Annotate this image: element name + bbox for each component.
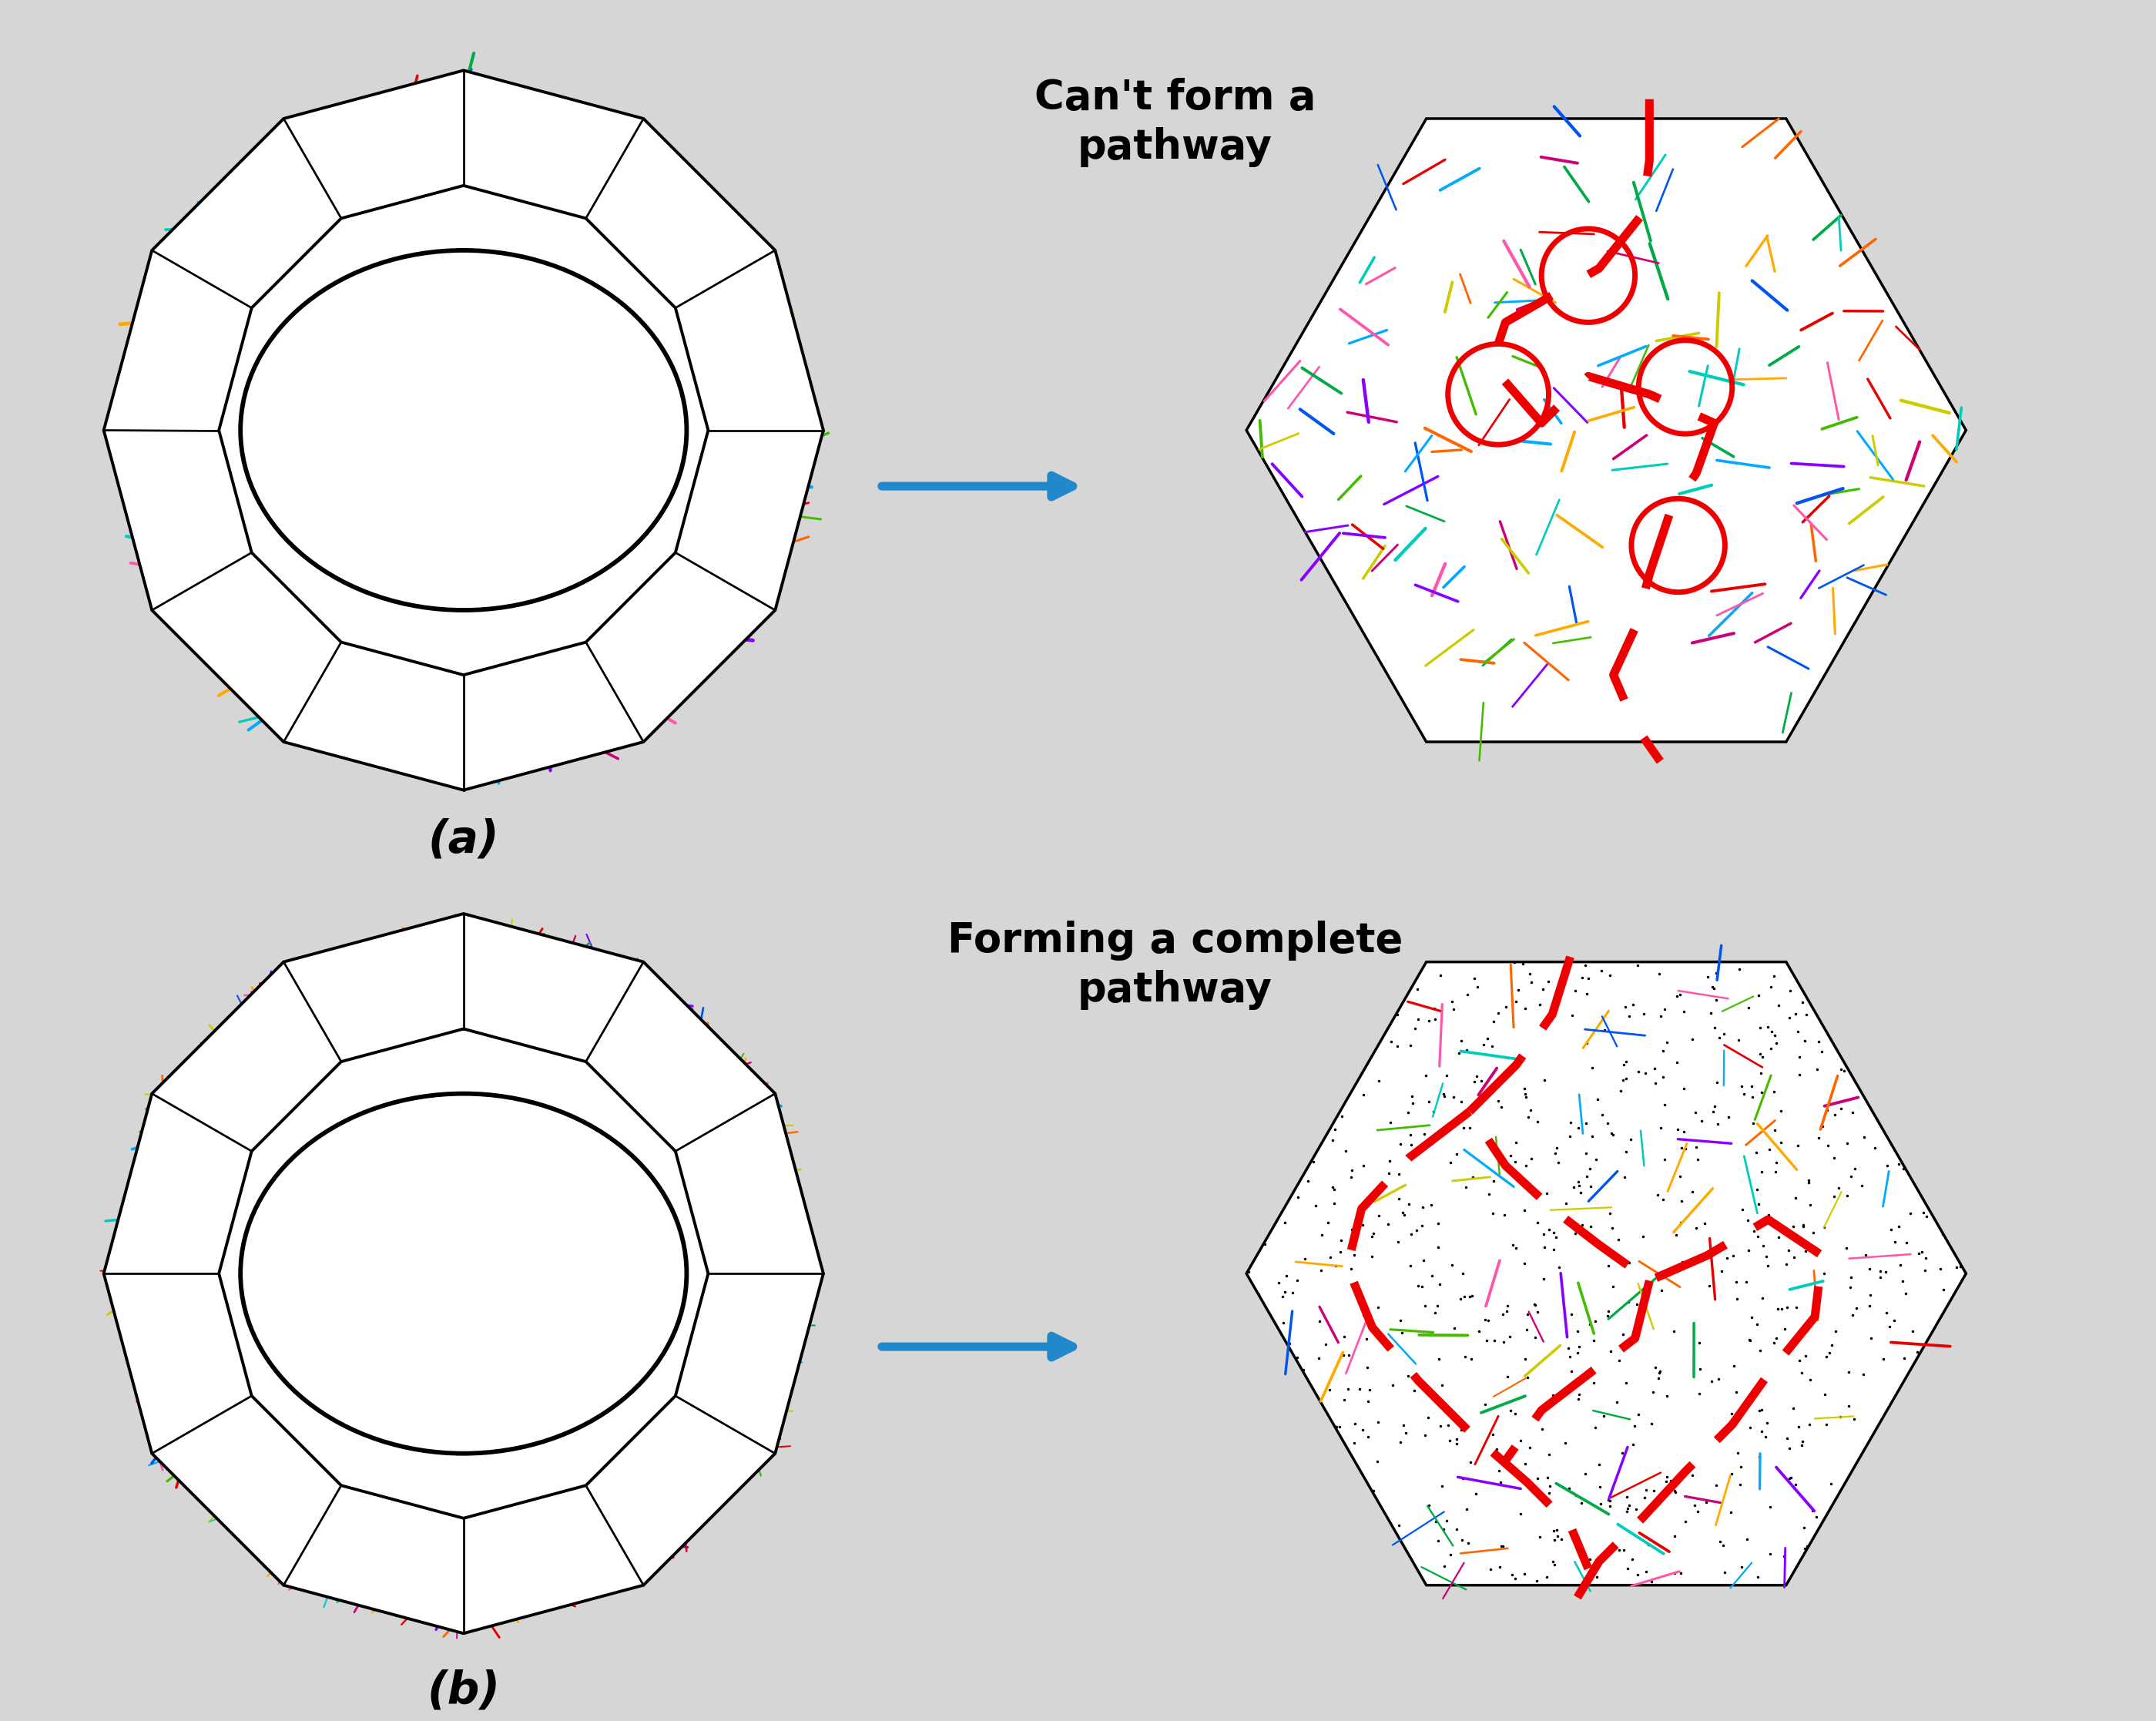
Text: Forming a complete
pathway: Forming a complete pathway bbox=[946, 921, 1404, 1010]
Polygon shape bbox=[103, 914, 824, 1633]
Text: (b): (b) bbox=[427, 1669, 500, 1714]
Polygon shape bbox=[103, 914, 824, 1633]
Text: (a): (a) bbox=[427, 817, 500, 862]
Polygon shape bbox=[103, 71, 824, 790]
Text: Can't form a
pathway: Can't form a pathway bbox=[1035, 77, 1315, 167]
Polygon shape bbox=[103, 71, 824, 790]
Polygon shape bbox=[1246, 119, 1966, 742]
Polygon shape bbox=[1246, 962, 1966, 1585]
